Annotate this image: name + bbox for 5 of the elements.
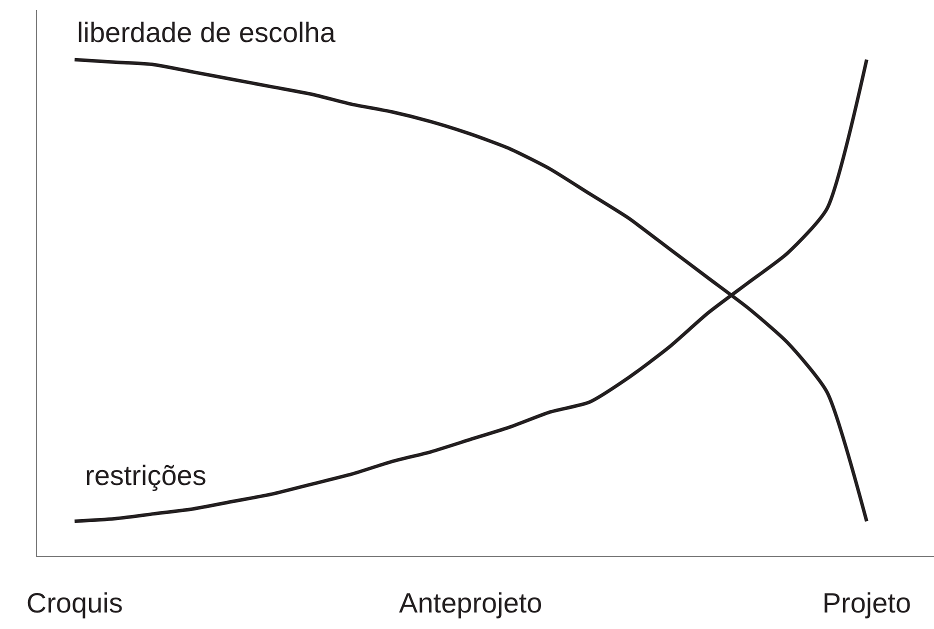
x-tick-label: Croquis — [26, 588, 123, 619]
x-tick-label: Anteprojeto — [399, 588, 542, 619]
series-label: restrições — [85, 460, 206, 491]
x-tick-label: Projeto — [822, 588, 912, 619]
series-label: liberdade de escolha — [77, 17, 336, 48]
